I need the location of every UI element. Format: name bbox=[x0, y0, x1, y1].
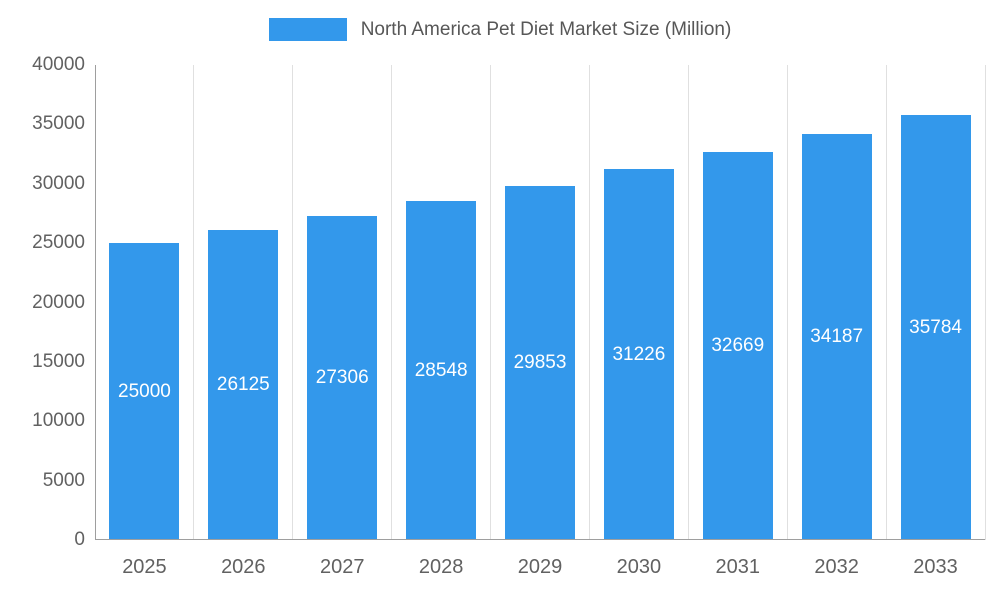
grid-line bbox=[292, 65, 294, 540]
x-axis-label: 2026 bbox=[221, 556, 266, 578]
bar-value-label: 26125 bbox=[216, 373, 270, 395]
bar: 34187 bbox=[801, 134, 872, 540]
grid-line bbox=[588, 65, 590, 540]
bar-value-label: 31226 bbox=[612, 343, 666, 365]
grid-line bbox=[786, 65, 788, 540]
x-axis-label: 2032 bbox=[814, 556, 859, 578]
x-axis-label: 2030 bbox=[616, 556, 662, 578]
bar: 26125 bbox=[208, 229, 279, 540]
x-axis-label: 2028 bbox=[418, 556, 464, 578]
x-axis-label: 2033 bbox=[913, 556, 958, 578]
bar-value-label: 27306 bbox=[315, 366, 369, 388]
bar: 32669 bbox=[702, 152, 773, 540]
bar: 35784 bbox=[900, 115, 971, 540]
grid-line bbox=[687, 65, 689, 540]
x-axis-label: 2029 bbox=[517, 556, 563, 578]
grid-line bbox=[193, 65, 195, 540]
bar-value-label: 35784 bbox=[909, 316, 962, 338]
y-axis-label: 40000 bbox=[32, 54, 85, 75]
bar-value-label: 32669 bbox=[711, 335, 765, 357]
bar: 29853 bbox=[505, 185, 575, 540]
bar: 31226 bbox=[603, 169, 674, 540]
x-axis-label: 2031 bbox=[715, 556, 761, 578]
x-axis-line bbox=[95, 539, 985, 540]
chart-legend: North America Pet Diet Market Size (Mill… bbox=[0, 18, 1000, 41]
plot-area: 25000 26125 27306 28548 29853 31226 32669 34187… bbox=[95, 65, 986, 540]
y-axis-label: 30000 bbox=[32, 172, 85, 194]
bar: 25000 bbox=[109, 243, 180, 540]
chart-title: North America Pet Diet Market Size (Mill… bbox=[360, 18, 732, 40]
x-axis-label: 2025 bbox=[122, 556, 167, 578]
y-axis-label: 35000 bbox=[32, 113, 85, 135]
bar-value-label: 29853 bbox=[513, 351, 567, 373]
y-axis-label: 10000 bbox=[32, 410, 85, 432]
y-axis-line bbox=[95, 65, 96, 540]
legend-swatch bbox=[268, 18, 347, 41]
x-axis-label: 2027 bbox=[319, 556, 365, 578]
grid-line bbox=[391, 65, 393, 540]
y-axis-label: 20000 bbox=[32, 291, 85, 313]
y-axis-label: 25000 bbox=[32, 232, 85, 254]
grid-line bbox=[490, 65, 492, 540]
bar-value-label: 25000 bbox=[118, 380, 171, 402]
bar-value-label: 34187 bbox=[810, 326, 864, 348]
y-axis-label: 15000 bbox=[32, 350, 85, 372]
y-axis-label: 0 bbox=[74, 529, 85, 550]
bar: 27306 bbox=[307, 215, 378, 540]
bar: 28548 bbox=[406, 201, 477, 540]
bar-value-label: 28548 bbox=[414, 359, 468, 381]
grid-line bbox=[984, 65, 986, 540]
grid-line bbox=[885, 65, 887, 540]
y-axis-label: 5000 bbox=[42, 469, 85, 491]
